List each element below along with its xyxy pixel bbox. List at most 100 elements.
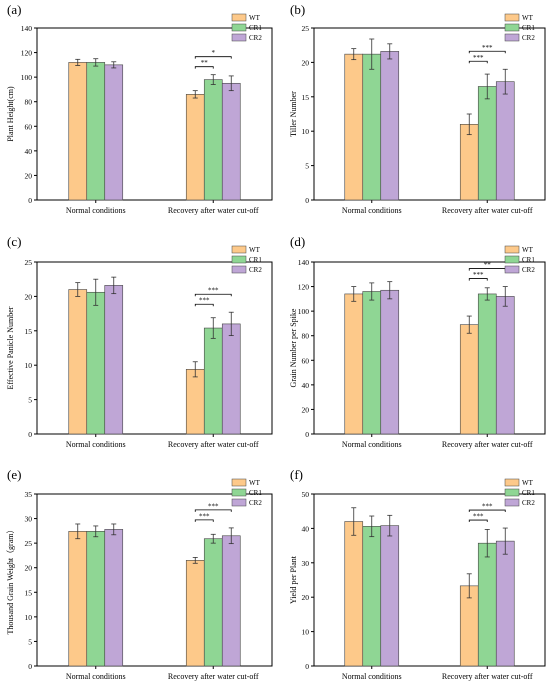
y-tick-label: 30 [25,515,33,524]
y-tick-label: 0 [305,430,309,439]
significance-label: *** [482,503,493,511]
plot-frame [313,27,546,201]
bar-wt [344,521,364,667]
x-tick-label: Normal conditions [66,672,126,681]
bar-cr1 [203,538,223,667]
x-tick-label: Recovery after water cut-off [168,440,259,449]
legend-swatch-cr2 [504,498,520,507]
y-axis-label: Thousand Grain Weight（gram） [6,526,15,635]
bar-cr2 [104,64,124,201]
significance-bracket [468,278,488,281]
y-tick-label: 25 [25,258,33,267]
significance-bracket [468,519,488,523]
legend-swatch-cr1 [504,255,520,264]
y-axis-label: Yield per Plant [289,555,298,604]
y-tick-label: 60 [25,122,33,131]
y-tick-label: 40 [302,381,310,390]
legend-swatch-cr2 [504,265,520,274]
significance-bracket [194,303,214,307]
bar-cr2 [380,525,400,667]
bar-wt [68,531,88,667]
legend-label: WT [522,479,534,487]
legend-swatch-wt [231,13,247,22]
legend-swatch-wt [231,245,247,254]
y-tick-label: 20 [25,564,33,573]
x-tick-label: Normal conditions [342,440,402,449]
bar-wt [68,62,88,201]
legend-swatch-cr1 [231,255,247,264]
y-tick-label: 120 [21,49,33,58]
chart-panel-a: (a) 0 20 40 60 80 100 120 140 Plant Height(cm) Nor… [6,2,273,215]
y-tick-label: 60 [302,356,310,365]
significance-label: *** [473,271,484,279]
bar-wt [459,324,479,435]
significance-bracket [194,56,232,59]
significance-bracket [194,519,214,522]
y-axis-label: Effective Panicle Number [6,306,15,389]
y-tick-label: 0 [28,430,32,439]
panel-label: (e) [7,467,21,482]
legend-swatch-cr2 [231,33,247,42]
legend-label: CR1 [522,24,535,32]
y-tick-label: 20 [302,593,310,602]
legend-label: CR1 [522,256,535,264]
bar-cr1 [362,526,382,667]
legend-label: CR2 [522,499,535,507]
legend-swatch-cr1 [504,23,520,32]
y-tick-label: 20 [25,171,33,180]
legend-label: CR2 [522,34,535,42]
legend-swatch-cr2 [231,265,247,274]
y-tick-label: 35 [25,490,33,499]
bar-cr2 [380,289,400,435]
significance-label: *** [473,513,484,521]
significance-bracket [194,66,214,69]
legend-label: CR1 [249,489,262,497]
x-tick-label: Normal conditions [66,440,126,449]
y-tick-label: 10 [25,613,33,622]
bar-cr1 [203,79,223,201]
bar-wt [185,369,205,435]
plot-frame [313,261,546,435]
legend-swatch-cr1 [231,488,247,497]
panel-label: (b) [290,2,305,17]
panel-label: (f) [290,467,303,482]
bar-cr2 [495,540,515,667]
significance-bracket [194,509,232,512]
chart-panel-e: (e) 0 5 10 15 20 25 30 35 Thousand Grain Weight（g… [6,467,273,681]
legend-label: CR2 [249,499,262,507]
legend-label: WT [522,246,534,254]
bar-cr2 [104,529,124,667]
y-tick-label: 120 [298,283,310,292]
y-tick-label: 0 [305,662,309,671]
x-tick-label: Recovery after water cut-off [442,206,533,215]
panel-label: (d) [290,234,305,249]
legend-label: WT [249,479,261,487]
legend-label: CR2 [249,266,262,274]
y-tick-label: 20 [302,405,310,414]
bar-cr1 [86,531,106,667]
legend-swatch-wt [504,478,520,487]
y-tick-label: 100 [298,307,310,316]
legend-label: CR1 [249,256,262,264]
bar-cr1 [477,293,497,435]
chart-panel-f: (f) 0 10 20 30 40 50 Yield per Plant Normal cond… [289,467,546,681]
significance-label: *** [482,44,493,52]
legend-label: CR1 [249,24,262,32]
y-axis-label: Grain Number per Spike [289,308,298,387]
legend-label: CR2 [249,34,262,42]
bar-wt [68,289,88,435]
bar-cr2 [495,296,515,435]
x-tick-label: Recovery after water cut-off [168,206,259,215]
legend-label: CR1 [522,489,535,497]
significance-bracket [468,60,488,64]
plot-frame [36,27,273,201]
y-tick-label: 10 [302,127,310,136]
bar-wt [185,560,205,667]
x-tick-label: Normal conditions [342,206,402,215]
x-tick-label: Recovery after water cut-off [442,672,533,681]
y-tick-label: 40 [25,147,33,156]
chart-panel-c: (c) 0 5 10 15 20 25 Effective Panicle Number Nor… [6,234,273,449]
legend-swatch-wt [504,13,520,22]
y-tick-label: 20 [25,292,33,301]
